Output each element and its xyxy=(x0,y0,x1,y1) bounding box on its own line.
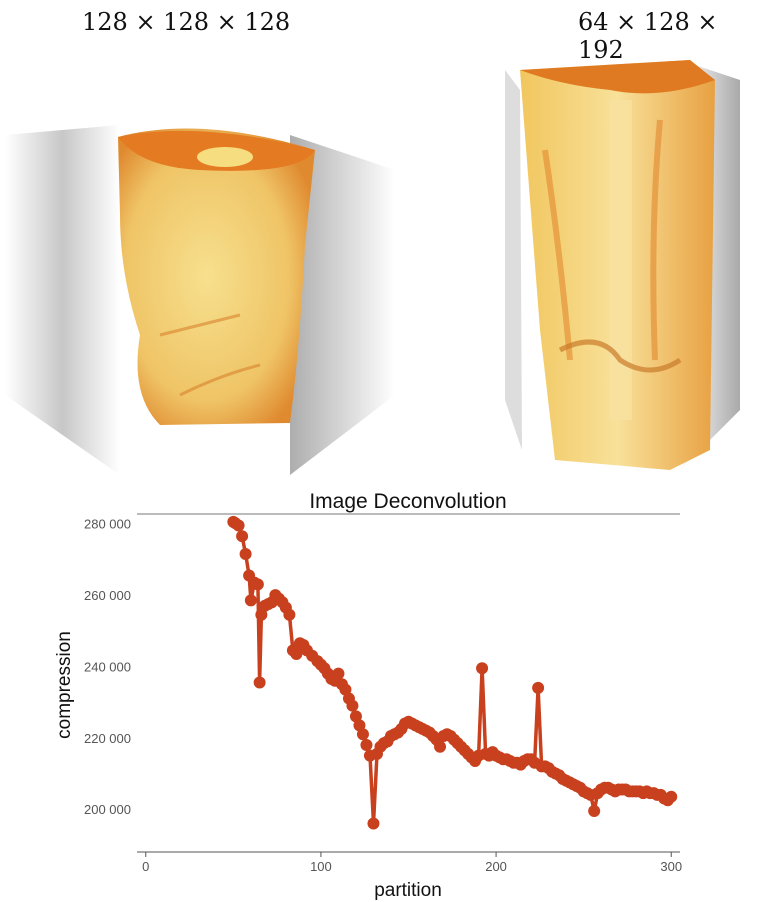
volume-right-dims-label: 64 × 128 × 192 xyxy=(578,8,718,64)
y-axis-label: compression xyxy=(54,631,75,739)
x-tick-label: 200 xyxy=(485,859,507,874)
chart-image-deconvolution: Image Deconvolution 0 100 200 300 200 000 22… xyxy=(54,490,682,901)
chart-title: Image Deconvolution xyxy=(309,490,506,513)
x-tick-label: 0 xyxy=(142,859,149,874)
data-point xyxy=(244,594,257,607)
volume-rendering-cube-right xyxy=(505,60,740,470)
data-point xyxy=(356,728,369,741)
data-point xyxy=(360,738,373,751)
y-tick-label: 240 000 xyxy=(84,659,131,674)
data-point xyxy=(236,530,249,543)
data-point xyxy=(588,804,601,817)
data-point xyxy=(367,817,380,830)
x-tick-label: 100 xyxy=(310,859,332,874)
y-tick-label: 220 000 xyxy=(84,731,131,746)
x-axis-label: partition xyxy=(374,880,442,901)
y-tick-label: 260 000 xyxy=(84,588,131,603)
x-tick-label: 300 xyxy=(660,859,682,874)
y-axis-ticks: 200 000 220 000 240 000 260 000 280 000 xyxy=(84,517,131,817)
series-line xyxy=(232,520,673,826)
data-point xyxy=(346,699,359,712)
data-point xyxy=(532,681,545,694)
data-point xyxy=(232,519,245,532)
data-point xyxy=(434,740,447,753)
data-point xyxy=(476,662,489,675)
data-point xyxy=(239,548,252,561)
data-point xyxy=(290,647,303,660)
x-axis-ticks: 0 100 200 300 xyxy=(142,852,682,874)
data-point xyxy=(253,676,266,689)
y-tick-label: 200 000 xyxy=(84,802,131,817)
data-point xyxy=(283,608,296,621)
volume-left-dims-label: 128 × 128 × 128 xyxy=(82,8,291,36)
y-tick-label: 280 000 xyxy=(84,517,131,532)
data-point xyxy=(332,667,345,680)
series-compression xyxy=(227,515,678,830)
volume-rendering-cube-left xyxy=(5,125,395,475)
data-point xyxy=(665,790,678,803)
data-point xyxy=(251,578,264,591)
